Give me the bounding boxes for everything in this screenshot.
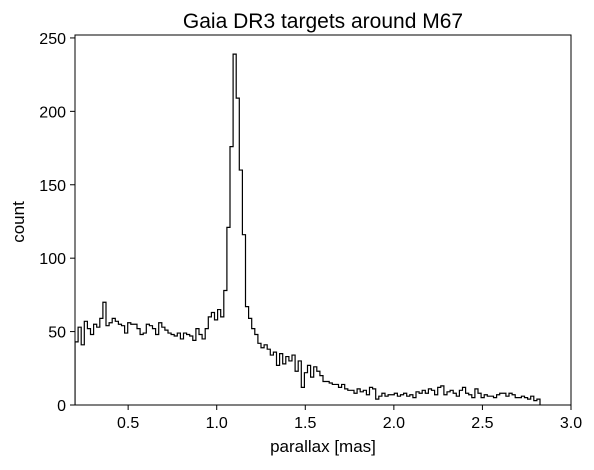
- y-axis-label: count: [9, 201, 28, 243]
- y-tick-label: 150: [39, 178, 66, 195]
- y-tick-label: 50: [48, 325, 66, 342]
- x-tick-label: 2.0: [383, 415, 405, 432]
- plot-area: 0.5 1.0 1.5 2.0 2.5 3.0 0 50 100 150 200 250: [39, 31, 582, 432]
- chart-title: Gaia DR3 targets around M67: [183, 10, 463, 33]
- y-tick-label: 0: [57, 398, 66, 415]
- x-tick-label: 2.5: [471, 415, 493, 432]
- histogram-step-line: [75, 53, 541, 405]
- x-axis-label: parallax [mas]: [270, 437, 376, 456]
- x-tick-label: 3.0: [560, 415, 582, 432]
- y-tick-label: 100: [39, 251, 66, 268]
- x-tick-label: 0.5: [117, 415, 139, 432]
- y-tick-label: 200: [39, 104, 66, 121]
- plot-frame: [74, 34, 572, 406]
- x-tick-label: 1.5: [294, 415, 316, 432]
- x-tick-label: 1.0: [206, 415, 228, 432]
- y-tick-label: 250: [39, 31, 66, 48]
